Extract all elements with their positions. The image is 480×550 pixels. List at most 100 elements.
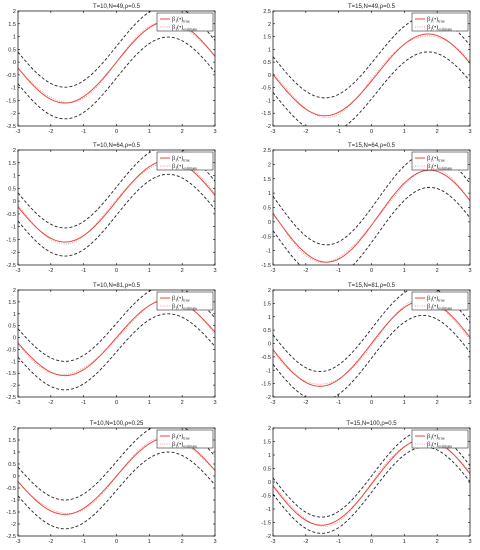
y-tick-label: -2 xyxy=(266,395,271,401)
x-tick-label: 2 xyxy=(436,129,439,135)
lower-band-line xyxy=(18,36,215,120)
y-tick-label: 1 xyxy=(268,191,271,197)
y-tick-label: 0.5 xyxy=(263,467,271,473)
legend-box xyxy=(156,429,214,449)
y-tick-label: 0.5 xyxy=(263,328,271,334)
y-tick-label: 1 xyxy=(13,174,16,180)
y-tick-label: 0 xyxy=(13,336,16,342)
chart-title: T=15,N=64,ρ=0.5 xyxy=(348,143,396,149)
x-tick-label: -1 xyxy=(81,539,86,545)
y-tick-label: 0 xyxy=(13,199,16,205)
y-tick-label: -0.5 xyxy=(261,494,271,500)
y-tick-label: -1 xyxy=(266,507,271,513)
y-tick-label: -2.5 xyxy=(6,263,16,269)
chart-title: T=15,N=100,ρ=0.5 xyxy=(346,421,397,427)
y-tick-label: 2 xyxy=(13,426,16,432)
true-series-line xyxy=(18,20,215,104)
x-tick-label: 2 xyxy=(181,539,184,545)
y-tick-label: 1.5 xyxy=(8,300,16,306)
lower-band-line xyxy=(18,173,215,257)
y-tick-label: -1 xyxy=(266,368,271,374)
x-tick-label: 0 xyxy=(115,400,118,406)
y-tick-label: 2 xyxy=(268,288,271,294)
x-tick-label: 3 xyxy=(213,539,216,545)
y-tick-label: -2.5 xyxy=(6,395,16,401)
true-series-line xyxy=(18,437,215,515)
y-tick-label: 0 xyxy=(13,474,16,480)
x-tick-label: -3 xyxy=(16,129,21,135)
legend-label-estimate: β1(•)estimate xyxy=(172,163,197,171)
chart-title: T=15,N=49,ρ=0.5 xyxy=(348,4,396,10)
true-series-line xyxy=(273,169,470,263)
y-tick-label: 1 xyxy=(268,453,271,459)
y-tick-label: -0.5 xyxy=(6,486,16,492)
chart-panel-7: T=10,N=100,ρ=0.25 -3 -2 -1 0 1 2 3 -2.5 -2 -1.5 -1 -… xyxy=(6,421,216,545)
x-tick-label: -1 xyxy=(81,268,86,274)
legend-label-true: β1(•)true xyxy=(172,16,190,24)
chart-panel-3: T=10,N=64,ρ=0.5 -3 -2 -1 0 1 2 3 -2.5 -2 -1.5 -1 -0.… xyxy=(6,143,216,274)
legend-label-true: β1(•)true xyxy=(427,16,445,24)
y-tick-label: -2 xyxy=(266,124,271,130)
y-tick-label: 0 xyxy=(268,342,271,348)
y-tick-label: -1.5 xyxy=(6,98,16,104)
y-tick-label: -0.5 xyxy=(6,347,16,353)
chart-panel-1: T=10,N=49,ρ=0.5 -3 -2 -1 0 1 2 3 -2.5 -2 -1.5 -1 -0.… xyxy=(6,4,216,135)
x-tick-label: -3 xyxy=(16,268,21,274)
y-tick-label: 0 xyxy=(13,60,16,66)
x-tick-label: 2 xyxy=(436,268,439,274)
y-tick-label: -1.5 xyxy=(6,237,16,243)
x-tick-label: 0 xyxy=(370,268,373,274)
x-tick-label: -3 xyxy=(271,268,276,274)
y-tick-label: 0.5 xyxy=(8,186,16,192)
legend-label-true: β1(•)true xyxy=(427,155,445,163)
x-tick-label: 0 xyxy=(370,129,373,135)
x-tick-label: -3 xyxy=(16,400,21,406)
legend-label-true: β1(•)true xyxy=(172,433,190,441)
y-tick-label: 1.5 xyxy=(8,161,16,167)
x-tick-label: -2 xyxy=(48,129,53,135)
x-tick-label: 3 xyxy=(213,268,216,274)
chart-title: T=10,N=100,ρ=0.25 xyxy=(90,421,144,427)
y-tick-label: 0.5 xyxy=(8,462,16,468)
y-tick-label: -2 xyxy=(11,383,16,389)
legend-label-estimate: β1(•)estimate xyxy=(427,24,452,32)
upper-band-line xyxy=(18,150,215,229)
y-tick-label: 0.5 xyxy=(263,60,271,66)
y-tick-label: -1 xyxy=(11,498,16,504)
y-tick-label: 0.5 xyxy=(263,206,271,212)
x-tick-label: 1 xyxy=(403,268,406,274)
x-tick-label: 3 xyxy=(468,539,471,545)
true-series-line xyxy=(18,299,215,377)
x-tick-label: -3 xyxy=(271,400,276,406)
y-tick-label: -1 xyxy=(11,86,16,92)
x-tick-label: 0 xyxy=(115,268,118,274)
legend-box xyxy=(156,291,214,311)
upper-band-line xyxy=(273,290,470,373)
y-tick-label: -0.5 xyxy=(261,355,271,361)
legend-box xyxy=(156,151,214,171)
x-tick-label: 2 xyxy=(181,129,184,135)
y-tick-label: 1.5 xyxy=(263,177,271,183)
y-tick-label: -1 xyxy=(266,98,271,104)
legend-box xyxy=(411,291,469,311)
y-tick-label: -1 xyxy=(11,359,16,365)
y-tick-label: 1 xyxy=(268,47,271,53)
x-tick-label: -2 xyxy=(303,539,308,545)
x-tick-label: 1 xyxy=(403,400,406,406)
y-tick-label: -2 xyxy=(11,250,16,256)
y-tick-label: 1 xyxy=(268,315,271,321)
x-tick-label: 0 xyxy=(370,400,373,406)
y-tick-label: 2.5 xyxy=(263,9,271,15)
y-tick-label: 2.5 xyxy=(263,148,271,154)
x-tick-label: 1 xyxy=(148,129,151,135)
estimate-series-line xyxy=(273,35,470,118)
x-tick-label: 2 xyxy=(436,400,439,406)
legend-box xyxy=(411,151,469,171)
y-tick-label: -1.5 xyxy=(261,382,271,388)
y-tick-label: -1 xyxy=(11,225,16,231)
x-tick-label: 3 xyxy=(468,400,471,406)
legend-label-estimate: β1(•)estimate xyxy=(172,303,197,311)
x-tick-label: -3 xyxy=(271,539,276,545)
